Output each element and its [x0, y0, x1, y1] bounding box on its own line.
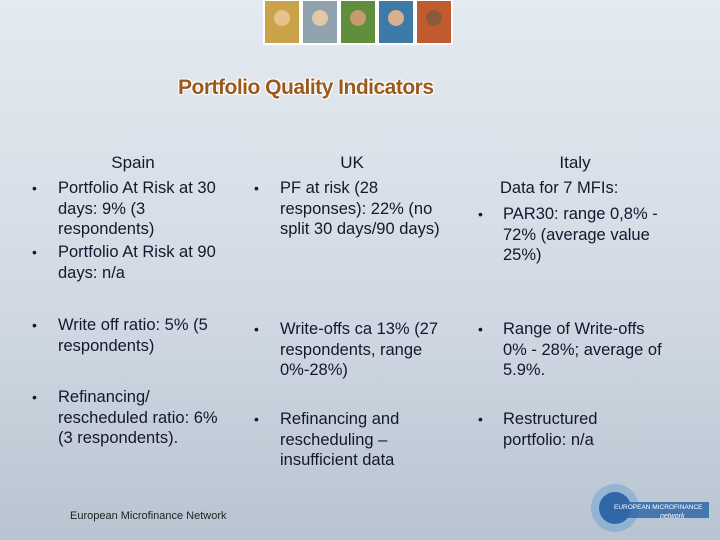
bullet-text: 0%-28%) — [280, 361, 348, 379]
bullet-text: portfolio: n/a — [503, 430, 594, 449]
bullet-text: days: n/a — [58, 263, 125, 282]
bullet-text: responses): 22% (no — [280, 199, 433, 218]
bullet-text: respondents, range — [280, 340, 423, 359]
bullet-text: Range of Write-offs — [503, 320, 645, 338]
column-heading: Italy — [559, 153, 591, 172]
bullet: • — [478, 206, 483, 222]
header-photos — [263, 0, 453, 45]
bullet-text: Refinancing/ — [58, 388, 150, 406]
bullet-text: insufficient data — [280, 451, 395, 469]
logo — [591, 484, 709, 532]
bullet: • — [32, 389, 37, 405]
column-heading: Spain — [111, 153, 155, 172]
bullet: • — [32, 180, 37, 196]
bullet-text: Portfolio At Risk at 90 — [58, 243, 216, 261]
bullet-text: Write off ratio: 5% (5 — [58, 316, 208, 334]
slide-title: Portfolio Quality Indicators — [178, 76, 434, 99]
bullet-text: PF at risk (28 — [280, 179, 379, 197]
bullet: • — [478, 411, 483, 427]
bullet-text: Portfolio At Risk at 30 — [58, 179, 216, 197]
bullet-text: rescheduling – — [280, 430, 388, 449]
bullet: • — [254, 411, 259, 427]
bullet: • — [254, 180, 259, 196]
bullet-text: 72% (average value — [503, 225, 650, 244]
bullet-text: 0% - 28%; average of — [503, 340, 662, 359]
bullet-text: respondents) — [58, 336, 155, 355]
logo-text: EUROPEAN MICROFINANCE — [614, 504, 703, 511]
bullet-text: PAR30: range 0,8% - — [503, 205, 658, 223]
bullet-text: Data for 7 MFIs: — [500, 179, 619, 197]
bullet-text: (3 respondents). — [58, 429, 179, 447]
bullet-text: split 30 days/90 days) — [280, 220, 440, 238]
bullet-text: 5.9%. — [503, 361, 546, 379]
bullet-text: Refinancing and — [280, 410, 400, 428]
bullet-text: days: 9% (3 — [58, 199, 146, 218]
bullet-text: Restructured — [503, 410, 598, 428]
bullet: • — [32, 317, 37, 333]
column-heading: UK — [340, 153, 364, 172]
bullet: • — [478, 321, 483, 337]
bullet-text: rescheduled ratio: 6% — [58, 408, 218, 427]
bullet: • — [32, 244, 37, 260]
bullet-text: respondents) — [58, 220, 155, 238]
bullet-text: Write-offs ca 13% (27 — [280, 320, 439, 338]
footer-text: European Microfinance Network — [70, 510, 227, 522]
logo-subtext: network — [660, 513, 685, 520]
bullet-text: 25%) — [503, 246, 542, 264]
bullet: • — [254, 321, 259, 337]
